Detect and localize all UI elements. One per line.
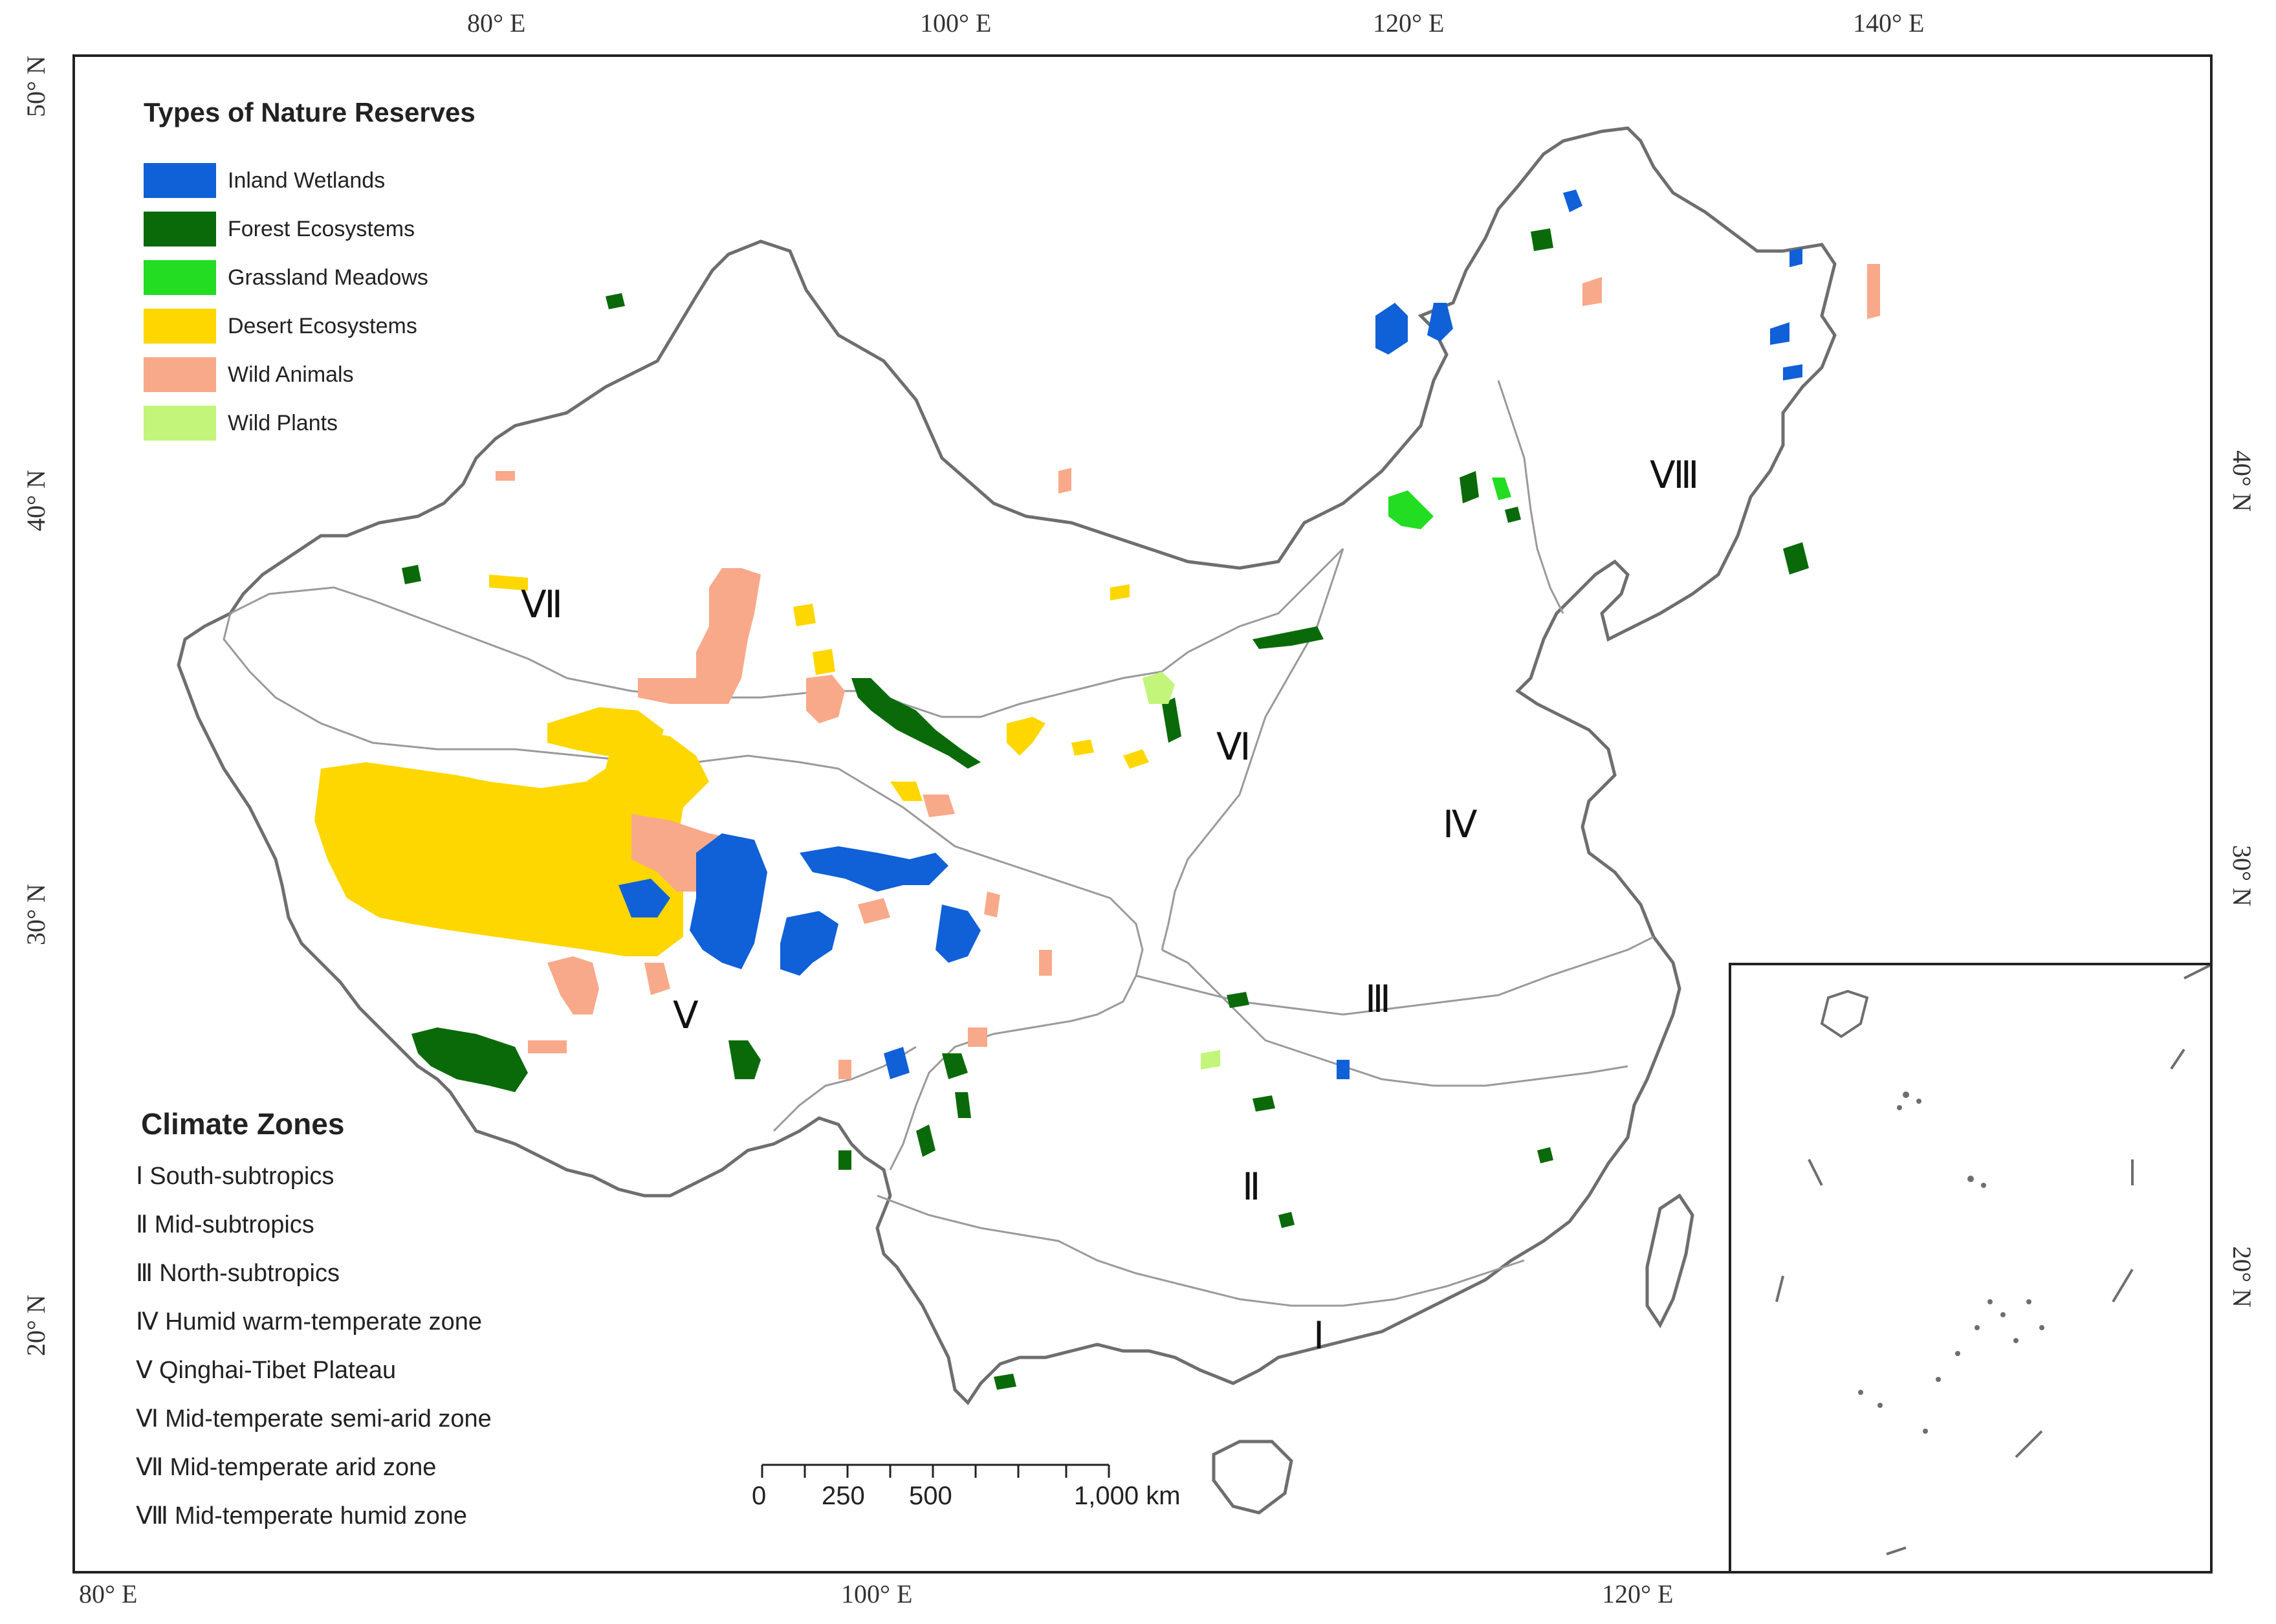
left-coord-20n: 20° N: [21, 1295, 50, 1356]
zone-label-3: Ⅲ: [1365, 978, 1391, 1020]
desert-ecosystems-swatch: [144, 309, 216, 344]
climate-zone-6-label: Mid-temperate semi-arid zone: [165, 1405, 492, 1432]
bottom-coord-80e: 80° E: [79, 1579, 138, 1608]
climate-zone-7-label: Mid-temperate arid zone: [170, 1454, 437, 1481]
wild-animal-reserves: [496, 264, 1880, 1079]
legend-item-wild-plants: Wild Plants: [144, 406, 338, 441]
legend-title: Types of Nature Reserves: [144, 97, 476, 127]
zone-label-4: Ⅳ: [1443, 804, 1478, 846]
zone-label-2: Ⅱ: [1242, 1166, 1261, 1208]
inset-islands: [1858, 1092, 2044, 1434]
climate-zone-4-label: Humid warm-temperate zone: [165, 1308, 483, 1335]
climate-zone-8-label: Mid-temperate humid zone: [175, 1502, 468, 1530]
climate-zone-3-label: North-subtropics: [159, 1260, 340, 1287]
wild-plant-reserves: [1143, 672, 1220, 1070]
scale-bar: [761, 1464, 1110, 1478]
grassland-meadows-label: Grassland Meadows: [228, 265, 428, 290]
legend-item-grassland-meadows: Grassland Meadows: [144, 260, 428, 295]
climate-legend-title: Climate Zones: [141, 1107, 345, 1141]
climate-zone-3: Ⅲ North-subtropics: [136, 1258, 340, 1288]
climate-zone-1-num: Ⅰ: [136, 1163, 144, 1190]
forest-reserves: [402, 228, 1809, 1390]
grassland-reserves: [1388, 477, 1511, 529]
climate-zone-4: Ⅳ Humid warm-temperate zone: [136, 1307, 482, 1336]
forest-ecosystems-label: Forest Ecosystems: [228, 216, 415, 241]
right-coord-20n: 20° N: [2227, 1246, 2257, 1308]
scale-label-500: 500: [909, 1482, 952, 1510]
zone-label-8: Ⅷ: [1650, 454, 1700, 496]
wild-animals-label: Wild Animals: [228, 362, 354, 387]
inset-svg: [1775, 964, 2210, 1555]
climate-zone-5: Ⅴ Qinghai-Tibet Plateau: [136, 1355, 396, 1385]
climate-zone-1: Ⅰ South-subtropics: [136, 1161, 334, 1191]
desert-reserves: [314, 575, 1149, 956]
taiwan-outline: [1645, 1193, 1694, 1328]
zone-label-5: Ⅴ: [673, 994, 699, 1037]
legend-item-wild-animals: Wild Animals: [144, 357, 354, 392]
china-outline: [177, 126, 1837, 1405]
climate-zone-3-num: Ⅲ: [136, 1260, 153, 1287]
right-coord-30n: 30° N: [2227, 845, 2257, 906]
zone-label-6: Ⅵ: [1216, 726, 1251, 768]
left-coord-50n: 50° N: [21, 56, 50, 117]
forest-ecosystems-swatch: [144, 212, 216, 247]
top-coord-100e: 100° E: [920, 8, 992, 38]
climate-zone-7: Ⅶ Mid-temperate arid zone: [136, 1453, 436, 1482]
map-frame: [72, 54, 2213, 1574]
bottom-coord-100e: 100° E: [841, 1579, 913, 1608]
zone-label-7: Ⅶ: [521, 584, 563, 626]
china-map: [177, 126, 1880, 1515]
climate-zone-7-num: Ⅶ: [136, 1454, 164, 1481]
inland-wetlands-swatch: [144, 163, 216, 198]
zone-label-1: Ⅰ: [1313, 1315, 1325, 1357]
climate-zone-5-num: Ⅴ: [136, 1357, 153, 1384]
wild-plants-label: Wild Plants: [228, 410, 338, 435]
legend-item-desert-ecosystems: Desert Ecosystems: [144, 309, 417, 344]
scale-label-250: 250: [822, 1482, 865, 1510]
scale-label-1000: 1,000 km: [1074, 1482, 1181, 1510]
grassland-meadows-swatch: [144, 260, 216, 295]
top-coord-120e: 120° E: [1373, 8, 1445, 38]
legend-item-inland-wetlands: Inland Wetlands: [144, 163, 385, 198]
climate-zone-4-num: Ⅳ: [136, 1308, 159, 1335]
top-coord-140e: 140° E: [1853, 8, 1925, 38]
south-china-sea-inset: [1729, 963, 2210, 1571]
climate-zone-8: Ⅷ Mid-temperate humid zone: [136, 1501, 467, 1530]
left-coord-40n: 40° N: [21, 470, 50, 531]
climate-zone-1-label: South-subtropics: [149, 1163, 334, 1190]
climate-zone-6: Ⅵ Mid-temperate semi-arid zone: [136, 1404, 492, 1433]
climate-zone-2-label: Mid-subtropics: [154, 1211, 314, 1238]
right-coord-40n: 40° N: [2227, 450, 2257, 512]
climate-zone-5-label: Qinghai-Tibet Plateau: [159, 1357, 397, 1384]
climate-zone-6-num: Ⅵ: [136, 1405, 159, 1432]
inland-wetland-reserves: [618, 190, 1802, 1079]
left-coord-30n: 30° N: [21, 884, 50, 945]
inset-hainan: [1820, 989, 1869, 1038]
legend-item-forest-ecosystems: Forest Ecosystems: [144, 212, 415, 247]
inset-dash-lines: [1775, 964, 2210, 1555]
top-coord-80e: 80° E: [467, 8, 526, 38]
wild-plants-swatch: [144, 406, 216, 441]
desert-ecosystems-label: Desert Ecosystems: [228, 313, 417, 338]
climate-zone-2-num: Ⅱ: [136, 1211, 148, 1238]
inland-wetlands-label: Inland Wetlands: [228, 168, 386, 193]
wild-animals-swatch: [144, 357, 216, 392]
climate-zone-8-num: Ⅷ: [136, 1502, 169, 1530]
bottom-coord-120e: 120° E: [1602, 1579, 1674, 1608]
climate-zone-2: Ⅱ Mid-subtropics: [136, 1210, 314, 1239]
hainan-outline: [1212, 1440, 1293, 1515]
scale-label-0: 0: [752, 1482, 767, 1510]
